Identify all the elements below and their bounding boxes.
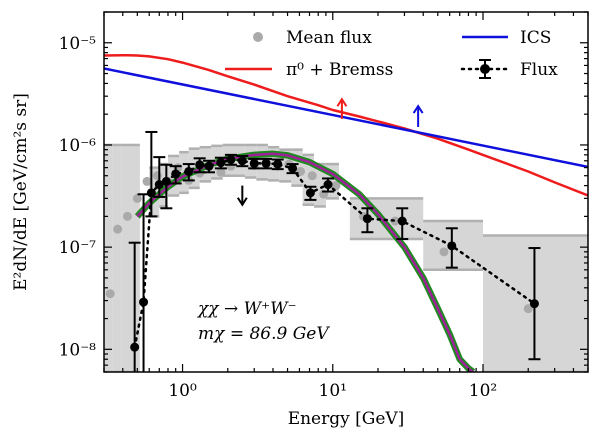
pi0-bremss-curve bbox=[104, 53, 588, 197]
flux-point bbox=[273, 159, 283, 169]
uncertainty-band bbox=[104, 144, 113, 372]
x-tick-label: 10⁰ bbox=[168, 381, 197, 401]
y-tick-label: 10⁻⁵ bbox=[59, 34, 97, 54]
legend-mean-flux-label: Mean flux bbox=[286, 28, 372, 48]
x-axis-title: Energy [GeV] bbox=[288, 409, 405, 429]
limit-arrow-head bbox=[336, 97, 348, 107]
flux-point bbox=[397, 216, 407, 226]
mean-flux-point bbox=[142, 176, 152, 186]
mean-flux-point bbox=[523, 304, 533, 314]
plot-frame bbox=[103, 11, 589, 373]
mean-flux-point bbox=[105, 289, 115, 299]
flux-point bbox=[288, 163, 298, 173]
y-tick-label: 10⁻⁶ bbox=[59, 136, 97, 156]
flux-point bbox=[216, 158, 226, 168]
flux-point bbox=[261, 158, 271, 168]
legend-ics-label: ICS bbox=[520, 28, 551, 48]
mean-flux-point bbox=[113, 224, 123, 234]
mean-flux-point bbox=[390, 216, 400, 226]
axis-tick-labels: 10⁰ 10¹ 10² 10⁻⁸ 10⁻⁷ 10⁻⁶ 10⁻⁵ bbox=[59, 34, 498, 401]
mean-flux-point bbox=[439, 247, 449, 257]
flux-point bbox=[249, 158, 259, 168]
flux-point bbox=[154, 180, 164, 190]
flux-point bbox=[184, 166, 194, 176]
flux-point bbox=[195, 160, 205, 170]
flux-point bbox=[237, 156, 247, 166]
uncertainty-band bbox=[121, 144, 131, 372]
limit-arrow-head bbox=[412, 104, 424, 114]
annotation-channel: χχ → W⁺W⁻ bbox=[197, 299, 297, 319]
x-tick-label: 10² bbox=[469, 381, 497, 401]
legend-flux-label: Flux bbox=[520, 60, 558, 80]
uncertainty-band bbox=[314, 164, 326, 207]
y-axis-title: E²dN/dE [GeV/cm²s sr] bbox=[11, 93, 31, 291]
flux-points bbox=[128, 130, 541, 372]
mean-flux-point bbox=[216, 167, 226, 177]
flux-point bbox=[226, 155, 236, 165]
flux-point bbox=[305, 188, 315, 198]
flux-point bbox=[139, 297, 149, 307]
annotation-mass: mχ = 86.9 GeV bbox=[198, 324, 330, 344]
flux-point bbox=[204, 161, 214, 171]
mean-flux-point bbox=[132, 193, 142, 203]
flux-point bbox=[161, 176, 171, 186]
legend-mean-flux-marker bbox=[253, 32, 263, 42]
flux-point bbox=[171, 169, 181, 179]
flux-point bbox=[130, 342, 140, 352]
axis-ticks bbox=[103, 11, 589, 373]
uncertainty-band bbox=[112, 144, 122, 372]
mean-flux-point bbox=[152, 171, 162, 181]
ics-curve bbox=[104, 67, 588, 169]
limit-arrows bbox=[236, 97, 424, 207]
legend-flux-marker bbox=[480, 64, 490, 74]
y-tick-label: 10⁻⁷ bbox=[59, 238, 97, 258]
y-tick-label: 10⁻⁸ bbox=[59, 340, 97, 360]
uncertainty-band bbox=[302, 154, 315, 205]
flux-point bbox=[362, 214, 372, 224]
mean-flux-point bbox=[122, 211, 132, 221]
flux-point bbox=[323, 180, 333, 190]
mean-flux-point bbox=[307, 171, 317, 181]
flux-point bbox=[146, 188, 156, 198]
legend: Mean flux π⁰ + Bremss ICS Flux bbox=[225, 28, 558, 80]
flux-point bbox=[529, 299, 539, 309]
limit-arrow-head bbox=[236, 197, 248, 207]
x-tick-label: 10¹ bbox=[319, 381, 347, 401]
legend-pi0-label: π⁰ + Bremss bbox=[286, 60, 393, 80]
flux-point bbox=[447, 241, 457, 251]
